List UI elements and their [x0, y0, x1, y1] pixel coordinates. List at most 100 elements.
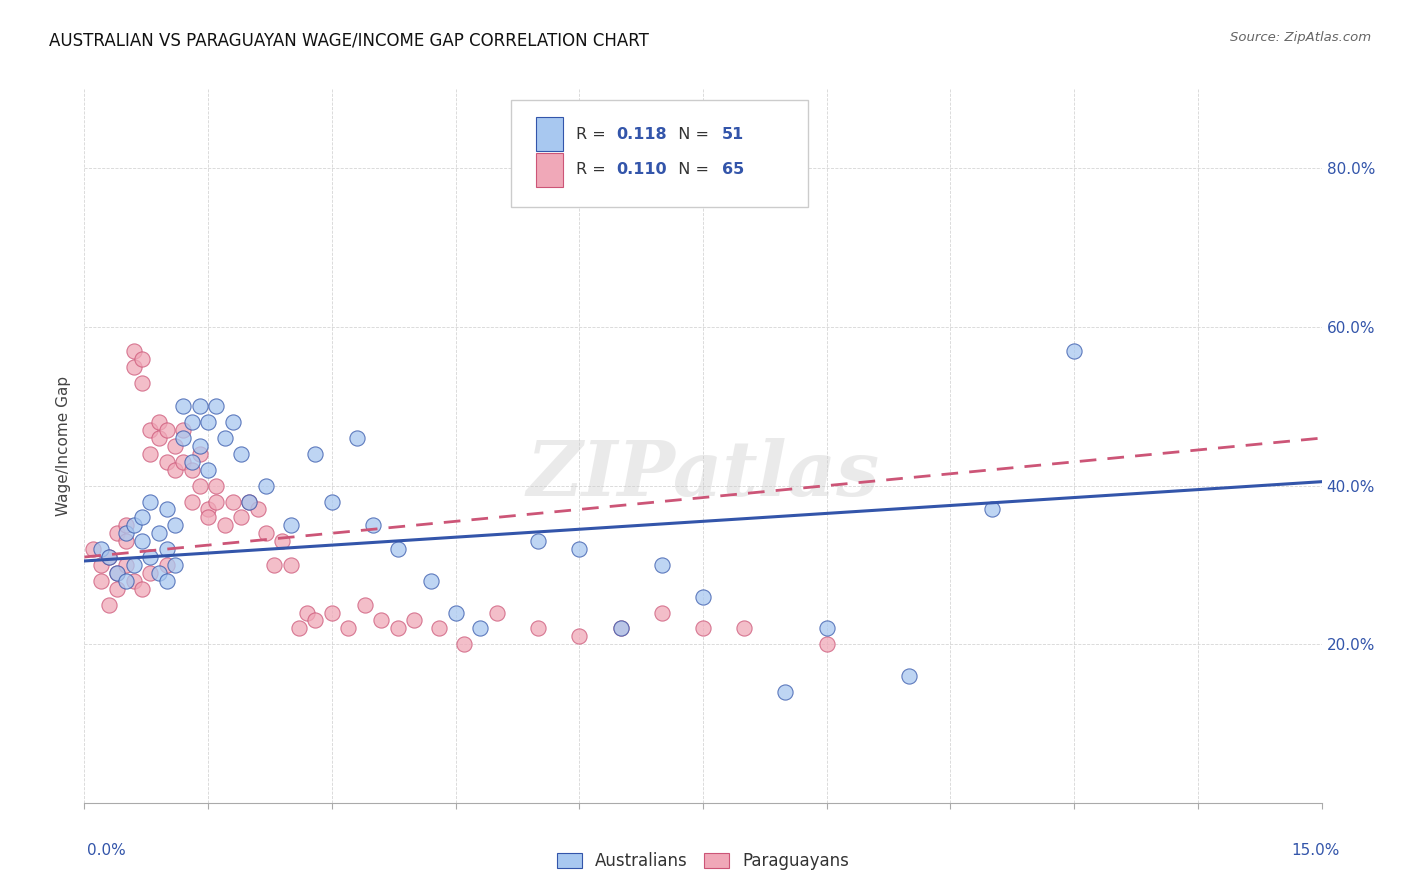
Point	[568, 629, 591, 643]
Point	[288, 621, 311, 635]
Point	[370, 614, 392, 628]
Point	[188, 439, 211, 453]
Point	[815, 637, 838, 651]
Point	[148, 415, 170, 429]
Point	[131, 534, 153, 549]
Point	[304, 614, 326, 628]
Text: 0.110: 0.110	[616, 162, 666, 178]
Point	[692, 590, 714, 604]
Point	[246, 502, 269, 516]
Point	[139, 423, 162, 437]
Point	[165, 463, 187, 477]
Point	[387, 542, 409, 557]
Point	[98, 549, 121, 564]
Point	[156, 423, 179, 437]
Point	[229, 510, 252, 524]
Point	[172, 400, 194, 414]
Point	[156, 558, 179, 572]
Point	[733, 621, 755, 635]
Point	[148, 431, 170, 445]
Point	[90, 542, 112, 557]
Point	[139, 566, 162, 580]
Point	[238, 494, 260, 508]
Point	[139, 494, 162, 508]
Point	[172, 455, 194, 469]
Point	[527, 621, 550, 635]
Point	[568, 542, 591, 557]
Point	[188, 400, 211, 414]
Point	[651, 558, 673, 572]
Point	[609, 621, 631, 635]
Point	[229, 447, 252, 461]
Point	[815, 621, 838, 635]
Point	[105, 582, 128, 596]
Point	[263, 558, 285, 572]
Point	[156, 574, 179, 588]
Point	[470, 621, 492, 635]
Point	[321, 606, 343, 620]
Point	[775, 685, 797, 699]
Point	[90, 558, 112, 572]
Point	[172, 423, 194, 437]
Point	[156, 455, 179, 469]
Point	[188, 478, 211, 492]
Text: R =: R =	[575, 127, 610, 142]
Point	[90, 574, 112, 588]
Point	[609, 621, 631, 635]
Text: R =: R =	[575, 162, 610, 178]
Point	[180, 463, 202, 477]
Point	[122, 518, 145, 533]
Point	[205, 478, 228, 492]
Point	[898, 669, 921, 683]
Point	[197, 415, 219, 429]
Point	[165, 518, 187, 533]
Point	[692, 621, 714, 635]
Point	[188, 447, 211, 461]
FancyBboxPatch shape	[512, 100, 808, 207]
Point	[82, 542, 104, 557]
Text: 65: 65	[721, 162, 744, 178]
Text: Source: ZipAtlas.com: Source: ZipAtlas.com	[1230, 31, 1371, 45]
Point	[122, 359, 145, 374]
Point	[114, 534, 136, 549]
Point	[222, 415, 245, 429]
Text: 0.0%: 0.0%	[87, 843, 127, 858]
Point	[361, 518, 384, 533]
Point	[353, 598, 375, 612]
Point	[165, 439, 187, 453]
Y-axis label: Wage/Income Gap: Wage/Income Gap	[56, 376, 72, 516]
Point	[156, 502, 179, 516]
Point	[295, 606, 318, 620]
FancyBboxPatch shape	[536, 153, 564, 187]
Point	[254, 478, 277, 492]
Point	[197, 502, 219, 516]
Point	[114, 518, 136, 533]
Point	[105, 566, 128, 580]
Point	[131, 510, 153, 524]
Point	[105, 526, 128, 541]
Text: N =: N =	[668, 127, 714, 142]
Point	[148, 526, 170, 541]
Point	[156, 542, 179, 557]
Point	[222, 494, 245, 508]
Point	[98, 598, 121, 612]
Point	[304, 447, 326, 461]
Point	[444, 606, 467, 620]
Point	[346, 431, 368, 445]
Point	[180, 494, 202, 508]
Point	[122, 343, 145, 358]
Point	[131, 376, 153, 390]
Text: N =: N =	[668, 162, 714, 178]
Point	[139, 549, 162, 564]
Point	[214, 518, 236, 533]
Point	[651, 606, 673, 620]
Legend: Australians, Paraguayans: Australians, Paraguayans	[550, 846, 856, 877]
Point	[131, 351, 153, 366]
Point	[1063, 343, 1085, 358]
Point	[214, 431, 236, 445]
Point	[172, 431, 194, 445]
Point	[280, 558, 302, 572]
Point	[114, 574, 136, 588]
FancyBboxPatch shape	[536, 117, 564, 152]
Point	[98, 549, 121, 564]
